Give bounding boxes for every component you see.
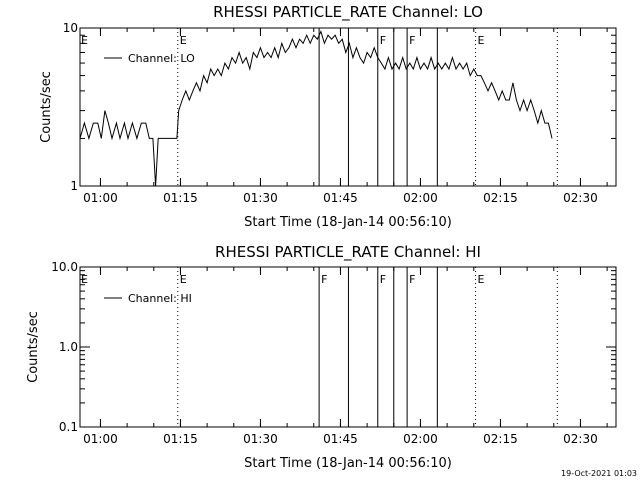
y-tick-label: 10 xyxy=(63,21,78,35)
y-axis-ticks-lo: 1 10 xyxy=(63,21,616,193)
x-axis-label-lo: Start Time (18-Jan-14 00:56:10) xyxy=(244,215,452,230)
y-axis-ticks-hi: 0.1 1.0 10.0 xyxy=(51,260,616,434)
legend-lo: Channel: LO xyxy=(104,52,195,65)
x-tick-label: 02:30 xyxy=(563,432,598,446)
flag-label-edge: E xyxy=(81,34,88,47)
x-tick-label: 02:15 xyxy=(483,432,518,446)
x-tick-label: 01:15 xyxy=(163,191,198,205)
chart-panel-hi: RHESSI PARTICLE_RATE Channel: HI E F F F EE … xyxy=(26,243,617,471)
flag-label: F xyxy=(409,34,415,47)
series-line-lo xyxy=(79,30,553,187)
flag-label: E xyxy=(180,34,187,47)
legend-label-lo: Channel: LO xyxy=(128,52,195,65)
flag-label: E xyxy=(478,34,485,47)
flag-lines-lo: E F F EE xyxy=(81,28,558,186)
x-tick-label: 02:00 xyxy=(403,191,438,205)
plot-frame-lo xyxy=(79,27,617,187)
x-tick-label: 02:15 xyxy=(483,191,518,205)
chart-title-hi: RHESSI PARTICLE_RATE Channel: HI xyxy=(215,243,481,262)
chart-title-lo: RHESSI PARTICLE_RATE Channel: LO xyxy=(213,3,483,22)
y-axis-label-lo: Counts/sec xyxy=(39,71,54,143)
generation-timestamp: 19-Oct-2021 01:03 xyxy=(561,469,637,478)
flag-label: E xyxy=(180,273,187,286)
legend-label-hi: Channel: HI xyxy=(128,292,192,305)
x-tick-label: 02:30 xyxy=(563,191,598,205)
flag-label: F xyxy=(380,273,386,286)
chart-panel-lo: RHESSI PARTICLE_RATE Channel: LO E F F E E 0… xyxy=(39,3,617,230)
x-tick-label: 01:15 xyxy=(163,432,198,446)
x-tick-label: 01:45 xyxy=(323,432,358,446)
y-tick-label: 10.0 xyxy=(51,260,78,274)
flag-label: F xyxy=(409,273,415,286)
x-axis-ticks-hi: 01:00 01:15 01:30 01:45 02:00 02:15 02:30 xyxy=(83,267,608,446)
x-tick-label: 01:00 xyxy=(83,432,118,446)
legend-hi: Channel: HI xyxy=(104,292,192,305)
x-axis-ticks-lo: 01:00 01:15 01:30 01:45 02:00 02:15 02:30 xyxy=(83,28,608,205)
x-tick-label: 01:00 xyxy=(83,191,118,205)
flag-label: E xyxy=(478,273,485,286)
flag-label: F xyxy=(321,273,327,286)
x-tick-label: 01:30 xyxy=(243,432,278,446)
y-tick-label: 1 xyxy=(70,179,78,193)
x-tick-label: 01:30 xyxy=(243,191,278,205)
x-axis-label-hi: Start Time (18-Jan-14 00:56:10) xyxy=(244,456,452,471)
x-tick-label: 01:45 xyxy=(323,191,358,205)
y-tick-label: 1.0 xyxy=(59,340,78,354)
y-tick-label: 0.1 xyxy=(59,420,78,434)
flag-label: F xyxy=(380,34,386,47)
x-tick-label: 02:00 xyxy=(403,432,438,446)
y-axis-label-hi: Counts/sec xyxy=(26,311,41,383)
